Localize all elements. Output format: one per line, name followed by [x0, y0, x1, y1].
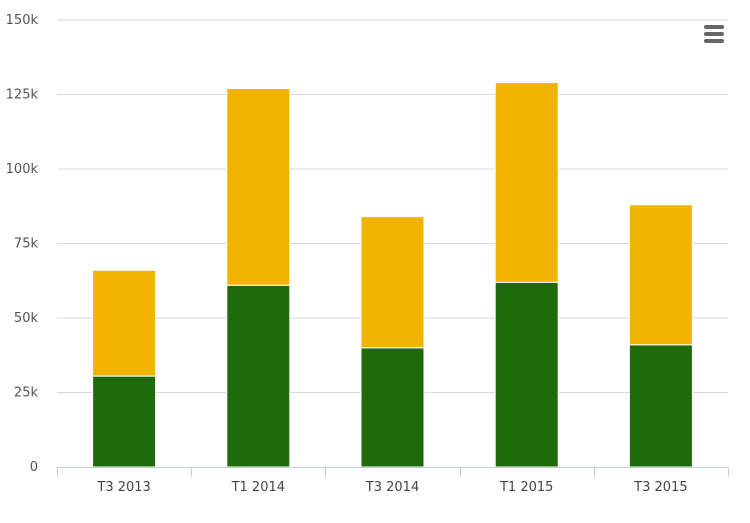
bar-segment-series-1[interactable]: [494, 281, 559, 468]
x-tick-label: T3 2015: [633, 480, 687, 495]
y-tick-label: 125k: [6, 88, 39, 103]
x-tick-label: T3 2013: [96, 480, 150, 495]
axis-labels: 0 25k 50k 75k 100k 125k 150k T3 2013 T1 2014 T3 2…: [6, 13, 688, 495]
y-tick-label: 50k: [14, 311, 39, 326]
bar-segment-series-2[interactable]: [92, 269, 157, 377]
bar-segment-series-2[interactable]: [360, 216, 425, 349]
y-tick-label: 75k: [14, 237, 39, 252]
bar-segment-series-1[interactable]: [226, 284, 291, 468]
bar-segment-series-2[interactable]: [628, 204, 693, 346]
y-tick-label: 150k: [6, 13, 39, 28]
bar-segment-series-2[interactable]: [494, 82, 559, 283]
hamburger-menu-icon[interactable]: [700, 22, 728, 46]
bar-segment-series-1[interactable]: [92, 375, 157, 468]
x-tick-label: T3 2014: [365, 480, 419, 495]
y-tick-label: 0: [30, 460, 38, 475]
y-tick-label: 25k: [14, 386, 39, 401]
x-tick-label: T1 2015: [499, 480, 553, 495]
y-tick-label: 100k: [6, 162, 39, 177]
bar-segment-series-1[interactable]: [360, 347, 425, 468]
bar-segment-series-2[interactable]: [226, 88, 291, 286]
bars: [92, 82, 693, 468]
x-axis: [57, 467, 729, 477]
bar-segment-series-1[interactable]: [628, 344, 693, 468]
x-tick-label: T1 2014: [231, 480, 285, 495]
